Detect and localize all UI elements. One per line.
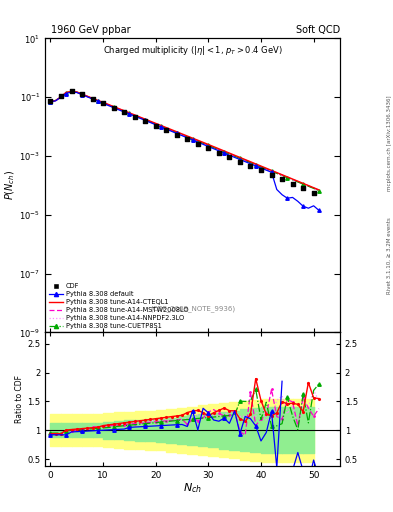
Text: Rivet 3.1.10, ≥ 3.2M events: Rivet 3.1.10, ≥ 3.2M events xyxy=(387,218,392,294)
Point xyxy=(174,131,180,139)
Point xyxy=(226,153,233,161)
Text: Charged multiplicity ($|\eta| < 1$, $p_T > 0.4$ GeV): Charged multiplicity ($|\eta| < 1$, $p_T… xyxy=(103,44,283,57)
Point xyxy=(152,122,159,130)
Point xyxy=(289,180,296,188)
Point xyxy=(58,92,64,100)
Point xyxy=(247,162,253,170)
Text: mcplots.cern.ch [arXiv:1306.3436]: mcplots.cern.ch [arXiv:1306.3436] xyxy=(387,96,392,191)
Point xyxy=(110,103,117,112)
Point xyxy=(310,188,317,197)
Y-axis label: $P(N_{ch})$: $P(N_{ch})$ xyxy=(3,170,17,201)
Legend: CDF, Pythia 8.308 default, Pythia 8.308 tune-A14-CTEQL1, Pythia 8.308 tune-A14-M: CDF, Pythia 8.308 default, Pythia 8.308 … xyxy=(48,283,189,329)
Point xyxy=(100,99,106,107)
Y-axis label: Ratio to CDF: Ratio to CDF xyxy=(15,375,24,423)
Point xyxy=(90,95,96,103)
Point xyxy=(68,87,75,95)
Point xyxy=(216,148,222,157)
Point xyxy=(279,175,285,183)
Text: (CDF_2009_NOTE_9936): (CDF_2009_NOTE_9936) xyxy=(150,305,235,312)
Point xyxy=(142,117,148,125)
Point xyxy=(195,139,201,147)
Point xyxy=(205,144,211,152)
Text: 1960 GeV ppbar: 1960 GeV ppbar xyxy=(51,25,131,35)
Point xyxy=(300,184,306,193)
Point xyxy=(79,90,85,98)
Point xyxy=(237,157,243,165)
Point xyxy=(121,108,127,116)
X-axis label: $N_{ch}$: $N_{ch}$ xyxy=(183,481,202,495)
Point xyxy=(47,97,53,105)
Text: Soft QCD: Soft QCD xyxy=(296,25,340,35)
Point xyxy=(268,171,275,179)
Point xyxy=(258,166,264,175)
Point xyxy=(132,113,138,121)
Point xyxy=(163,125,169,134)
Point xyxy=(184,135,191,143)
